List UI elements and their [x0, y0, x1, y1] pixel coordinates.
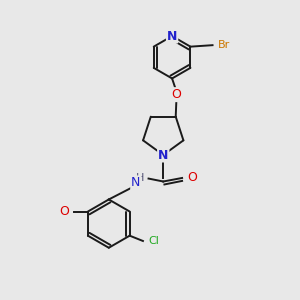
Text: O: O — [172, 88, 182, 101]
Text: O: O — [59, 205, 69, 218]
Text: N: N — [167, 30, 177, 43]
Text: H: H — [136, 173, 145, 183]
Text: Br: Br — [218, 40, 230, 50]
Text: N: N — [158, 148, 168, 161]
Text: Cl: Cl — [148, 236, 159, 246]
Text: O: O — [187, 172, 197, 184]
Text: N: N — [131, 176, 141, 190]
